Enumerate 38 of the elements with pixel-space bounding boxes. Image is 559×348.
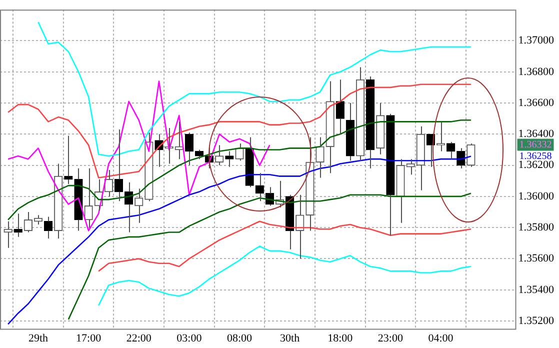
candlestick [316,136,324,178]
y-tick-label: 1.35800 [518,221,554,234]
candlestick [245,136,254,188]
candlestick [74,168,83,232]
candlestick [356,66,365,162]
candlestick [346,102,355,162]
x-tick-label: 30th [280,332,300,344]
candlestick [416,126,425,191]
x-tick-label: 23:00 [378,332,404,344]
y-tick-label: 1.35400 [518,284,554,296]
x-tick-label: 08:00 [226,332,253,344]
y-tick-label: 1.36600 [518,96,554,109]
candlestick [84,168,93,228]
candlestick [336,79,344,135]
x-tick-label: 04:00 [428,332,454,344]
y-tick-label: 1.36200 [518,159,554,172]
candlestick [225,150,234,168]
x-tick-label: 29th [28,332,49,344]
x-tick-label: 22:00 [126,332,152,344]
candlestick [366,76,375,169]
y-tick-label: 1.37000 [518,34,554,47]
y-tick-label: 1.35200 [518,314,554,327]
candlestick [466,143,476,168]
x-tick-label: 03:00 [176,332,202,344]
y-tick-label: 1.35600 [518,252,554,265]
candlestick [376,102,385,155]
text: 1.36332 [519,139,552,150]
candlestick [306,136,314,232]
y-tick-label: 1.36000 [518,190,554,202]
y-tick-label: 1.36800 [518,66,554,78]
x-tick-label: 18:00 [328,332,354,344]
candlestick [326,80,334,174]
text: 1.36258 [519,150,552,162]
y-tick-label: 1.36400 [518,128,554,140]
candlestick [386,113,395,236]
candlestick [54,163,63,239]
x-tick-label: 17:00 [76,332,102,344]
candlestick [396,158,405,224]
